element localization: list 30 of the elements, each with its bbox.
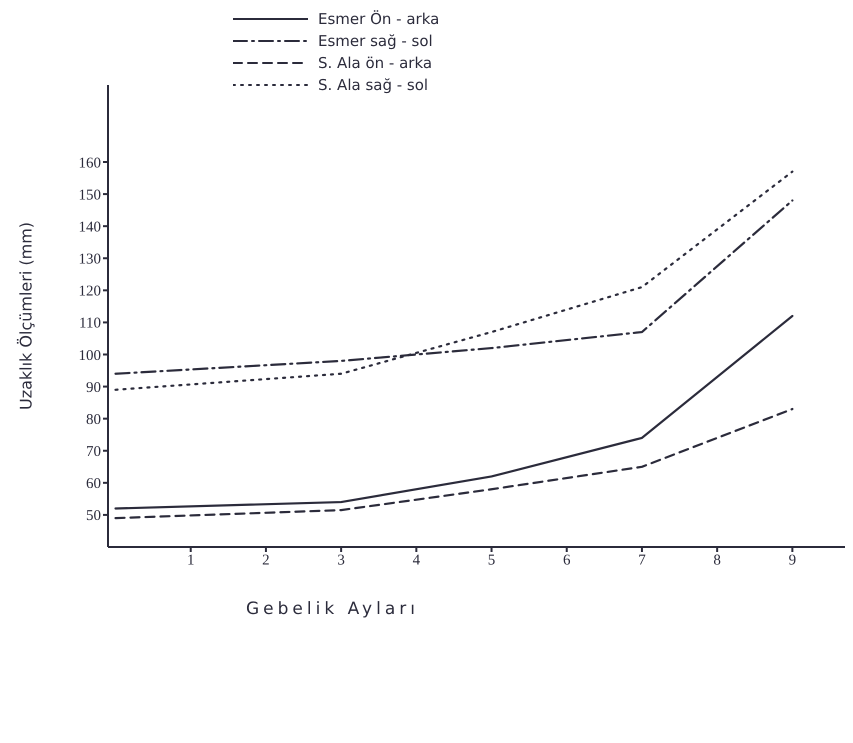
y-tick-label: 100 [78,348,101,364]
x-axis-title: Gebelik Ayları [246,599,419,619]
legend-label: S. Ala ön - arka [318,54,432,72]
legend-label: Esmer Ön - arka [318,10,440,28]
x-tick-label: 9 [788,552,796,569]
line-series [114,170,794,391]
x-tick-label: 7 [638,552,646,569]
y-axis-title: Uzaklık Ölçümleri (mm) [16,222,36,410]
y-tick-label: 80 [86,412,101,428]
y-tick-label: 90 [86,380,101,396]
y-tick-label: 60 [86,476,101,492]
legend-label: Esmer sağ - sol [318,32,433,50]
y-tick-label: 140 [78,219,101,236]
y-tick-label: 150 [78,187,101,204]
line-series [114,314,794,510]
y-tick-label: 130 [78,252,101,268]
y-tick-label: 110 [79,316,101,332]
line-series [114,408,794,520]
y-tick-label: 120 [78,284,101,300]
x-tick-label: 1 [186,552,194,569]
x-tick-label: 8 [713,552,721,569]
y-tick-label: 70 [86,444,101,460]
x-tick-label: 3 [337,552,345,569]
x-tick-label: 6 [562,552,571,569]
x-tick-label: 5 [488,552,496,569]
y-tick-label: 50 [86,508,101,524]
legend-label: S. Ala sağ - sol [318,76,428,94]
x-tick-label: 2 [262,552,270,569]
x-tick-label: 4 [412,552,421,569]
y-tick-label: 160 [78,155,101,172]
